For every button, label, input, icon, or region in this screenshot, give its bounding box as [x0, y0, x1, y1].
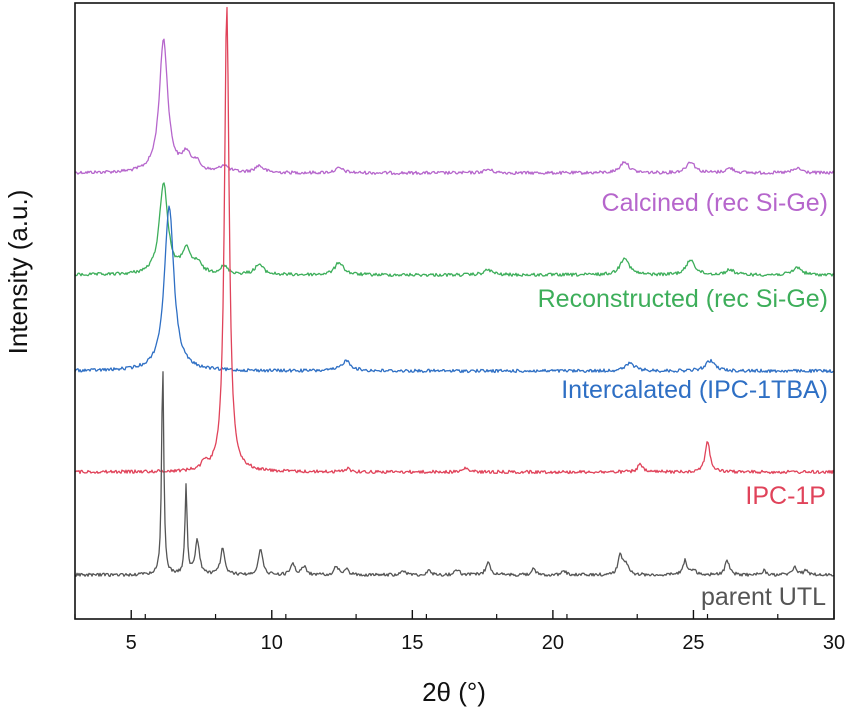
x-tick-label: 15 [401, 632, 423, 654]
x-tick-label: 5 [126, 632, 137, 654]
series-line-5 [75, 371, 834, 578]
x-axis-label: 2θ (°) [422, 677, 486, 707]
series-label-3: Intercalated (IPC-1TBA) [561, 376, 828, 404]
series-label-5: parent UTL [701, 583, 826, 611]
series-line-4 [75, 6, 834, 475]
series-line-3 [75, 205, 834, 374]
series-labels: Calcined (rec Si-Ge) Reconstructed (rec S… [538, 189, 828, 611]
x-tick-label: 30 [823, 632, 845, 654]
x-tick-label: 25 [682, 632, 704, 654]
series-label-2: Reconstructed (rec Si-Ge) [538, 285, 828, 313]
series-traces [75, 6, 834, 578]
series-line-2 [75, 182, 834, 277]
series-label-4: IPC-1P [745, 482, 826, 510]
series-line-1 [75, 38, 834, 176]
y-axis-label: Intensity (a.u.) [3, 190, 33, 355]
x-axis-ticks: 5 10 15 20 25 30 [74, 610, 845, 654]
x-tick-label: 10 [261, 632, 283, 654]
plot-frame [74, 2, 835, 620]
series-label-1: Calcined (rec Si-Ge) [602, 189, 828, 217]
x-tick-label: 20 [542, 632, 564, 654]
